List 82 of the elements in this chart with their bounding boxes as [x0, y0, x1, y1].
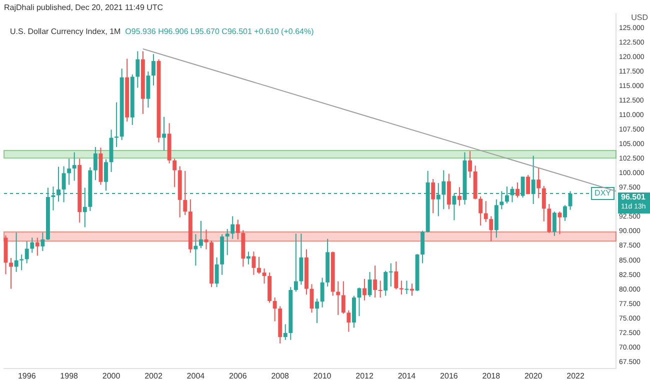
candlestick	[394, 261, 398, 290]
candlestick	[183, 170, 188, 216]
candlestick	[315, 298, 320, 324]
candlestick	[378, 280, 382, 298]
candlestick	[20, 254, 24, 271]
candlestick	[24, 240, 29, 264]
candlestick	[563, 204, 567, 222]
candlestick	[536, 167, 541, 199]
candlestick	[404, 280, 409, 295]
candlestick	[198, 220, 203, 249]
candlestick	[152, 54, 156, 86]
candlestick	[446, 173, 451, 210]
candlestick	[399, 280, 404, 296]
x-tick-label: 2016	[440, 371, 458, 380]
candlestick	[146, 71, 150, 108]
candlestick	[362, 278, 366, 301]
candlestick	[214, 256, 219, 288]
candlestick	[30, 237, 34, 254]
candlestick	[299, 233, 304, 286]
candlestick	[162, 116, 166, 152]
candlestick	[136, 50, 140, 88]
x-tick-label: 2014	[398, 371, 416, 380]
candlestick	[547, 203, 552, 234]
text: RajDhali published, Dec 20, 2021 11:49 UTC	[4, 3, 164, 12]
candlestick	[283, 324, 288, 340]
candlestick	[468, 150, 472, 178]
candlestick	[368, 271, 372, 298]
candlestick	[252, 251, 256, 276]
candlestick	[357, 287, 362, 317]
candlestick	[104, 158, 108, 192]
text: 96.501	[621, 192, 646, 202]
candlestick	[262, 268, 266, 284]
ref-line-label: DXY	[594, 188, 612, 198]
x-tick-label: 1998	[60, 371, 79, 380]
candlestick	[526, 174, 530, 195]
candlestick	[194, 234, 198, 266]
candlestick	[516, 182, 520, 198]
candlestick	[484, 200, 488, 222]
candlestick	[420, 230, 425, 264]
candlestick	[552, 211, 556, 236]
text: O95.936 H96.906 L95.670 C96.501 +0.610 (+0.64%)	[125, 27, 314, 36]
candlestick	[35, 237, 40, 256]
candlestick	[225, 228, 230, 256]
candlestick	[67, 158, 72, 186]
x-tick-label: 2002	[144, 371, 163, 380]
candlestick	[294, 233, 298, 292]
candlestick	[431, 178, 436, 214]
candlestick	[558, 211, 562, 235]
x-tick-label: 2010	[313, 371, 332, 380]
candlestick	[373, 265, 378, 298]
x-tick-label: 2004	[186, 371, 206, 380]
x-tick-label: 2022	[566, 371, 585, 380]
candlestick	[458, 186, 462, 206]
x-tick-label: 2000	[102, 371, 121, 380]
x-tick-label: 2012	[356, 371, 374, 380]
candlestick	[272, 297, 277, 322]
x-tick-label: 2018	[482, 371, 501, 380]
x-tick-label: 2006	[229, 371, 248, 380]
candlestick	[320, 277, 324, 308]
candlestick	[72, 152, 76, 182]
candlestick	[531, 155, 536, 204]
text: U.S. Dollar Currency Index, 1M	[10, 27, 122, 36]
candlestick	[336, 280, 340, 316]
candlestick	[9, 258, 14, 290]
candlestick	[489, 216, 494, 242]
candlestick	[442, 170, 446, 210]
x-tick-label: 1996	[18, 371, 36, 380]
candlestick	[341, 280, 346, 314]
candlestick	[236, 219, 240, 240]
candlestick	[230, 216, 235, 240]
candlestick	[346, 310, 351, 332]
y-axis-title: USD	[631, 13, 648, 22]
candlestick	[93, 146, 98, 181]
candlestick	[14, 232, 18, 272]
candlestick	[204, 229, 208, 250]
candlestick	[172, 158, 177, 188]
candlestick	[478, 196, 483, 226]
x-tick-label: 2020	[524, 371, 543, 380]
candlestick	[40, 232, 45, 252]
candlestick	[542, 185, 546, 222]
x-tick-label: 2008	[271, 371, 290, 380]
candlestick	[257, 256, 261, 274]
